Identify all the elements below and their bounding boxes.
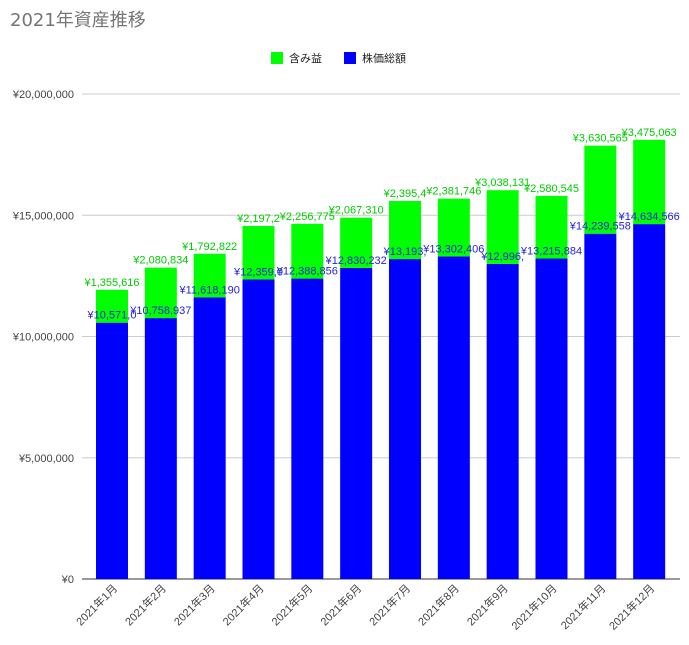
legend-label: 含み益: [289, 51, 322, 65]
bar-segment-stock-value: [96, 322, 128, 579]
bar-segment-stock-value: [291, 278, 324, 579]
data-label-stock-value: ¥12,830,232: [325, 255, 387, 267]
x-tick-label: 2021年11月: [558, 581, 609, 632]
data-label-unrealized-gain: ¥3,630,565: [572, 133, 628, 145]
bar-segment-unrealized-gain: [144, 267, 177, 319]
bar-segment-unrealized-gain: [584, 145, 617, 234]
x-tick-label: 2021年3月: [171, 581, 218, 628]
data-label-unrealized-gain: ¥3,038,131: [474, 177, 530, 189]
data-label-stock-value: ¥13,193,: [383, 246, 427, 258]
y-tick-label: ¥0: [61, 574, 74, 586]
bar-segment-unrealized-gain: [340, 217, 373, 268]
data-label-stock-value: ¥10,571,0: [87, 310, 137, 322]
bar-segment-unrealized-gain: [96, 289, 128, 323]
bar-segment-stock-value: [389, 259, 421, 579]
data-label-unrealized-gain: ¥2,580,545: [523, 183, 579, 195]
x-tick-label: 2021年6月: [317, 581, 364, 628]
bar-segment-stock-value: [535, 258, 568, 579]
bar-segment-stock-value: [437, 256, 470, 579]
bar-segment-stock-value: [486, 263, 519, 579]
y-tick-label: ¥5,000,000: [18, 453, 74, 465]
data-label-stock-value: ¥13,215,884: [520, 246, 582, 258]
data-label-unrealized-gain: ¥3,475,063: [621, 127, 677, 139]
data-label-unrealized-gain: ¥2,395,4: [383, 188, 427, 200]
chart-title: 2021年資産推移: [10, 10, 146, 31]
data-label-unrealized-gain: ¥2,067,310: [328, 205, 384, 217]
bar-segment-unrealized-gain: [242, 226, 275, 280]
x-tick-label: 2021年7月: [366, 581, 413, 628]
bar-segment-unrealized-gain: [486, 190, 519, 264]
bar-segment-unrealized-gain: [535, 195, 568, 259]
bar-segment-stock-value: [340, 267, 373, 579]
bar-segment-stock-value: [584, 233, 617, 579]
legend-swatch: [344, 52, 356, 64]
data-label-unrealized-gain: ¥1,355,616: [83, 277, 139, 289]
legend-swatch: [271, 52, 283, 64]
legend-label: 株価総額: [362, 51, 406, 65]
bar-segment-unrealized-gain: [389, 200, 421, 260]
data-label-stock-value: ¥14,239,558: [569, 221, 631, 233]
data-label-unrealized-gain: ¥2,080,834: [132, 255, 188, 267]
y-tick-label: ¥20,000,000: [12, 89, 74, 101]
x-tick-label: 2021年10月: [508, 581, 559, 632]
data-label-stock-value: ¥12,359,0: [233, 266, 283, 278]
x-tick-label: 2021年2月: [122, 581, 169, 628]
data-label-unrealized-gain: ¥2,197,2: [236, 213, 280, 225]
data-label-stock-value: ¥10,758,937: [129, 305, 191, 317]
data-label-stock-value: ¥12,996,: [480, 251, 524, 263]
bar-segment-unrealized-gain: [193, 253, 226, 298]
x-tick-label: 2021年5月: [268, 581, 315, 628]
data-label-stock-value: ¥14,634,566: [618, 211, 680, 223]
x-tick-label: 2021年8月: [415, 581, 462, 628]
bar-segment-unrealized-gain: [633, 139, 666, 225]
data-label-unrealized-gain: ¥1,792,822: [181, 241, 237, 253]
bar-segment-unrealized-gain: [291, 223, 324, 279]
data-label-unrealized-gain: ¥2,381,746: [425, 186, 481, 198]
bar-segment-stock-value: [144, 318, 177, 579]
x-tick-label: 2021年9月: [464, 581, 511, 628]
data-label-unrealized-gain: ¥2,256,775: [279, 211, 335, 223]
bar-segment-stock-value: [193, 297, 226, 579]
data-label-stock-value: ¥13,302,406: [422, 243, 484, 255]
bar-segment-stock-value: [633, 224, 666, 580]
x-tick-label: 2021年12月: [606, 581, 657, 632]
x-tick-label: 2021年1月: [73, 581, 120, 628]
bar-segment-stock-value: [242, 279, 275, 579]
x-tick-label: 2021年4月: [220, 581, 267, 628]
bar-segment-unrealized-gain: [437, 198, 470, 257]
y-tick-label: ¥10,000,000: [12, 332, 74, 344]
data-label-stock-value: ¥11,618,190: [178, 284, 239, 296]
y-tick-label: ¥15,000,000: [12, 210, 74, 222]
data-label-stock-value: ¥12,388,856: [276, 266, 338, 278]
